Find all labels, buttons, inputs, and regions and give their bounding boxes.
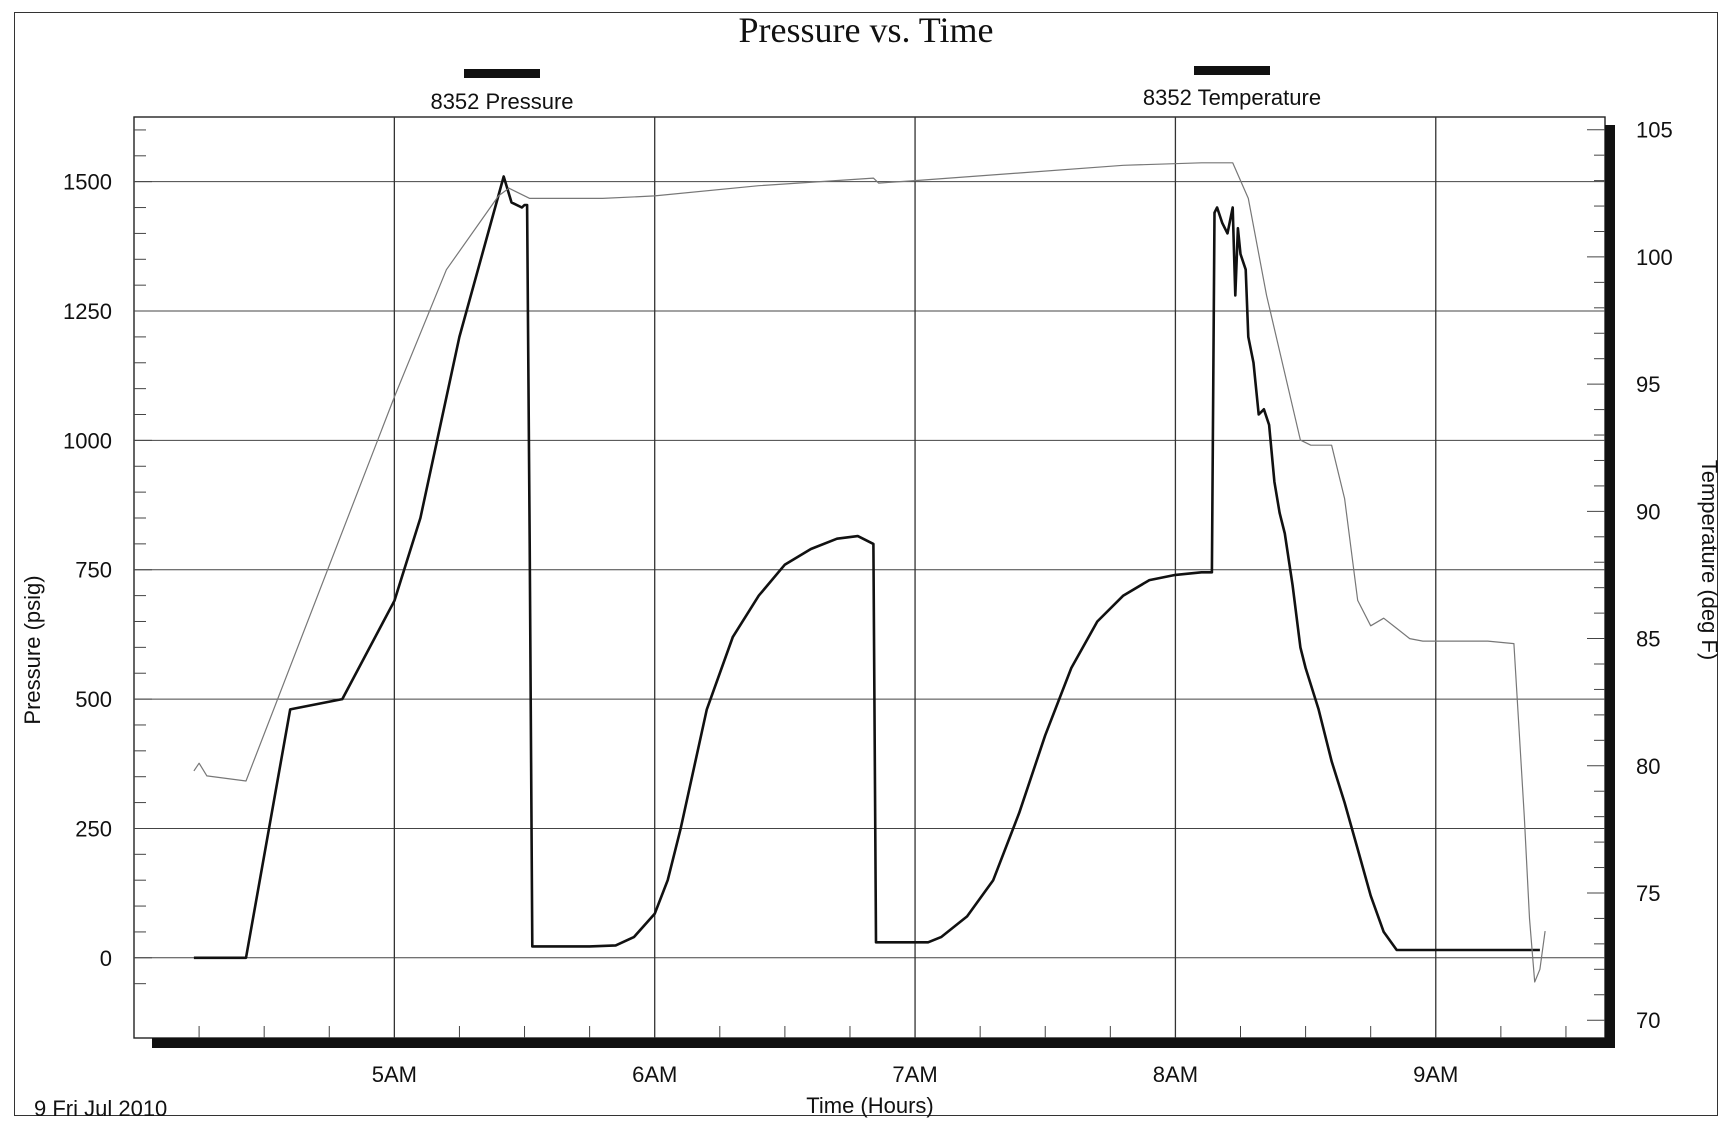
y-tick-label: 500 <box>75 687 112 712</box>
minor-ticks <box>134 129 1605 1038</box>
x-tick-label: 9AM <box>1413 1062 1458 1087</box>
y-tick-label: 1500 <box>63 170 112 195</box>
x-tick-labels: 5AM 6AM 7AM 8AM 9AM <box>372 1062 1459 1087</box>
y-tick-label: 250 <box>75 816 112 841</box>
y2-tick-label: 80 <box>1636 754 1660 779</box>
y2-tick-label: 70 <box>1636 1008 1660 1033</box>
y2-tick-labels: 70 75 80 85 90 95 100 105 <box>1636 118 1673 1033</box>
shadow-right <box>1605 125 1615 1048</box>
y2-tick-label: 105 <box>1636 118 1673 143</box>
x-tick-label: 6AM <box>632 1062 677 1087</box>
y2-tick-label: 100 <box>1636 245 1673 270</box>
y2-tick-label: 90 <box>1636 499 1660 524</box>
x-tick-label: 7AM <box>892 1062 937 1087</box>
x-tick-label: 5AM <box>372 1062 417 1087</box>
series-layer <box>193 162 1546 983</box>
y-tick-label: 0 <box>100 946 112 971</box>
series-line-temperature <box>193 162 1546 983</box>
chart-title: Pressure vs. Time <box>738 10 993 50</box>
plot-border <box>133 116 1606 1039</box>
gridlines <box>134 117 1605 1038</box>
y2-axis-label: Temperature (deg F) <box>1697 460 1722 661</box>
legend: 8352 Pressure 8352 Temperature <box>430 66 1321 114</box>
y2-tick-label: 85 <box>1636 627 1660 652</box>
legend-label-pressure: 8352 Pressure <box>430 89 573 114</box>
y2-tick-label: 95 <box>1636 372 1660 397</box>
x-tick-label: 8AM <box>1153 1062 1198 1087</box>
date-label: 9 Fri Jul 2010 <box>34 1096 167 1121</box>
x-axis-label: Time (Hours) <box>806 1093 934 1118</box>
y-tick-label: 1000 <box>63 428 112 453</box>
y-tick-label: 750 <box>75 558 112 583</box>
y-axis-label: Pressure (psig) <box>20 575 45 724</box>
shadow-bottom <box>152 1038 1615 1048</box>
series-line-pressure <box>193 175 1540 960</box>
plot-area <box>133 116 1606 1039</box>
y-tick-labels: 0 250 500 750 1000 1250 1500 <box>63 170 112 971</box>
legend-label-temperature: 8352 Temperature <box>1143 85 1321 110</box>
legend-swatch-temperature <box>1194 66 1270 75</box>
y2-tick-label: 75 <box>1636 881 1660 906</box>
y-tick-label: 1250 <box>63 299 112 324</box>
legend-swatch-pressure <box>464 69 540 78</box>
plot-shadow <box>152 125 1615 1048</box>
